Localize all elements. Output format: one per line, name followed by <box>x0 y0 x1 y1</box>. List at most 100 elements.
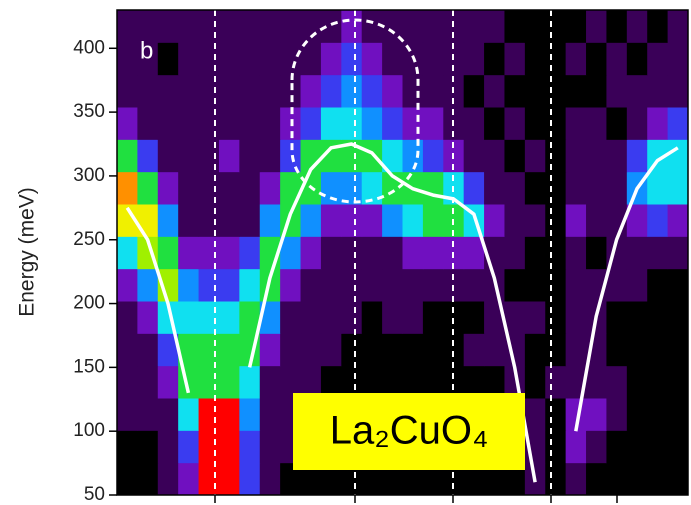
heatmap-cell <box>157 236 179 270</box>
heatmap-cell <box>647 204 669 237</box>
y-tick-label: 350 <box>73 101 105 122</box>
heatmap-cell <box>504 42 526 76</box>
heatmap-cell <box>157 462 179 496</box>
heatmap-cell <box>667 107 689 140</box>
heatmap-cell <box>137 365 159 399</box>
heatmap-cell <box>382 74 403 108</box>
heatmap-cell <box>667 462 689 496</box>
heatmap-cell <box>300 333 322 367</box>
heatmap-cell <box>259 171 281 205</box>
heatmap-cell <box>117 204 138 237</box>
heatmap-cell <box>382 107 403 140</box>
heatmap-cell <box>586 236 607 270</box>
heatmap-cell <box>157 107 179 140</box>
heatmap-cell <box>137 10 159 43</box>
heatmap-cell <box>280 171 302 205</box>
heatmap-cell <box>382 204 403 237</box>
heatmap-cell <box>565 236 587 270</box>
plot-frame <box>116 9 689 496</box>
heatmap-cell <box>239 398 261 431</box>
heatmap-cell <box>300 236 322 270</box>
heatmap-cell <box>218 236 240 270</box>
heatmap-cell <box>647 398 669 431</box>
heatmap-cell <box>341 333 363 367</box>
heatmap-cell <box>586 462 607 496</box>
heatmap-cell <box>504 236 526 270</box>
heatmap-cell <box>422 139 444 173</box>
heatmap-cell <box>117 301 138 334</box>
heatmap-cell <box>606 171 628 205</box>
heatmap-cell <box>545 398 567 431</box>
heatmap-cell <box>545 333 567 367</box>
y-tick-label: 200 <box>73 293 105 314</box>
heatmap-cell <box>320 74 342 108</box>
heatmap-cell <box>320 42 342 76</box>
heatmap-cell <box>157 171 179 205</box>
heatmap-cell <box>463 10 485 43</box>
heatmap-cell <box>198 139 220 173</box>
heatmap-cell <box>586 10 607 43</box>
heatmap-cell <box>361 74 383 108</box>
heatmap-cell <box>198 301 220 334</box>
heatmap-cell <box>320 236 342 270</box>
heatmap-cell <box>586 398 607 431</box>
heatmap-cell <box>402 301 424 334</box>
heatmap-cell <box>524 204 546 237</box>
heatmap-cell <box>443 333 465 367</box>
heatmap-cell <box>361 268 383 302</box>
heatmap-cell <box>320 171 342 205</box>
heatmap-cell <box>422 171 444 205</box>
heatmap-cell <box>463 42 485 76</box>
heatmap-cell <box>280 42 302 76</box>
heatmap-cell <box>341 236 363 270</box>
heatmap-cell <box>586 42 607 76</box>
heatmap-cell <box>565 268 587 302</box>
heatmap-cell <box>667 333 689 367</box>
heatmap-cell <box>157 42 179 76</box>
heatmap-cell <box>178 430 200 464</box>
heatmap-cell <box>218 301 240 334</box>
heatmap-cell <box>259 333 281 367</box>
heatmap-cell <box>484 107 505 140</box>
heatmap-cell <box>626 139 648 173</box>
heatmap-cell <box>280 139 302 173</box>
heatmap-cell <box>504 139 526 173</box>
heatmap-cell <box>586 74 607 108</box>
heatmap-cell <box>545 462 567 496</box>
dashed-outline <box>290 18 420 204</box>
heatmap-cell <box>463 139 485 173</box>
heatmap-cell <box>443 301 465 334</box>
x-ticks <box>214 495 618 503</box>
y-tick-label: 100 <box>73 420 105 441</box>
heatmap-cell <box>422 107 444 140</box>
heatmap-cell <box>117 171 138 205</box>
y-axis-title: Energy (meV) <box>16 187 39 317</box>
heatmap-cell <box>463 236 485 270</box>
heatmap-cell <box>606 107 628 140</box>
heatmap-cell <box>218 42 240 76</box>
annotation-box <box>293 393 525 470</box>
heatmap-cell <box>198 10 220 43</box>
heatmap-cell <box>626 268 648 302</box>
heatmap-cell <box>361 236 383 270</box>
heatmap-cell <box>239 171 261 205</box>
heatmap-cell <box>178 301 200 334</box>
heatmap-cell <box>218 430 240 464</box>
heatmap-cell <box>280 74 302 108</box>
heatmap-cell <box>300 107 322 140</box>
heatmap-cell <box>382 333 403 367</box>
heatmap-cell <box>218 268 240 302</box>
heatmap-cell <box>586 171 607 205</box>
heatmap-cell <box>484 204 505 237</box>
heatmap-cell <box>626 42 648 76</box>
heatmap-cell <box>524 171 546 205</box>
heatmap-cell <box>218 365 240 399</box>
heatmap-cell <box>137 462 159 496</box>
heatmap-cell <box>402 268 424 302</box>
heatmap-cell <box>198 42 220 76</box>
heatmap-cell <box>504 204 526 237</box>
heatmap-cell <box>626 301 648 334</box>
heatmap-cell <box>341 301 363 334</box>
heatmap-cell <box>137 333 159 367</box>
